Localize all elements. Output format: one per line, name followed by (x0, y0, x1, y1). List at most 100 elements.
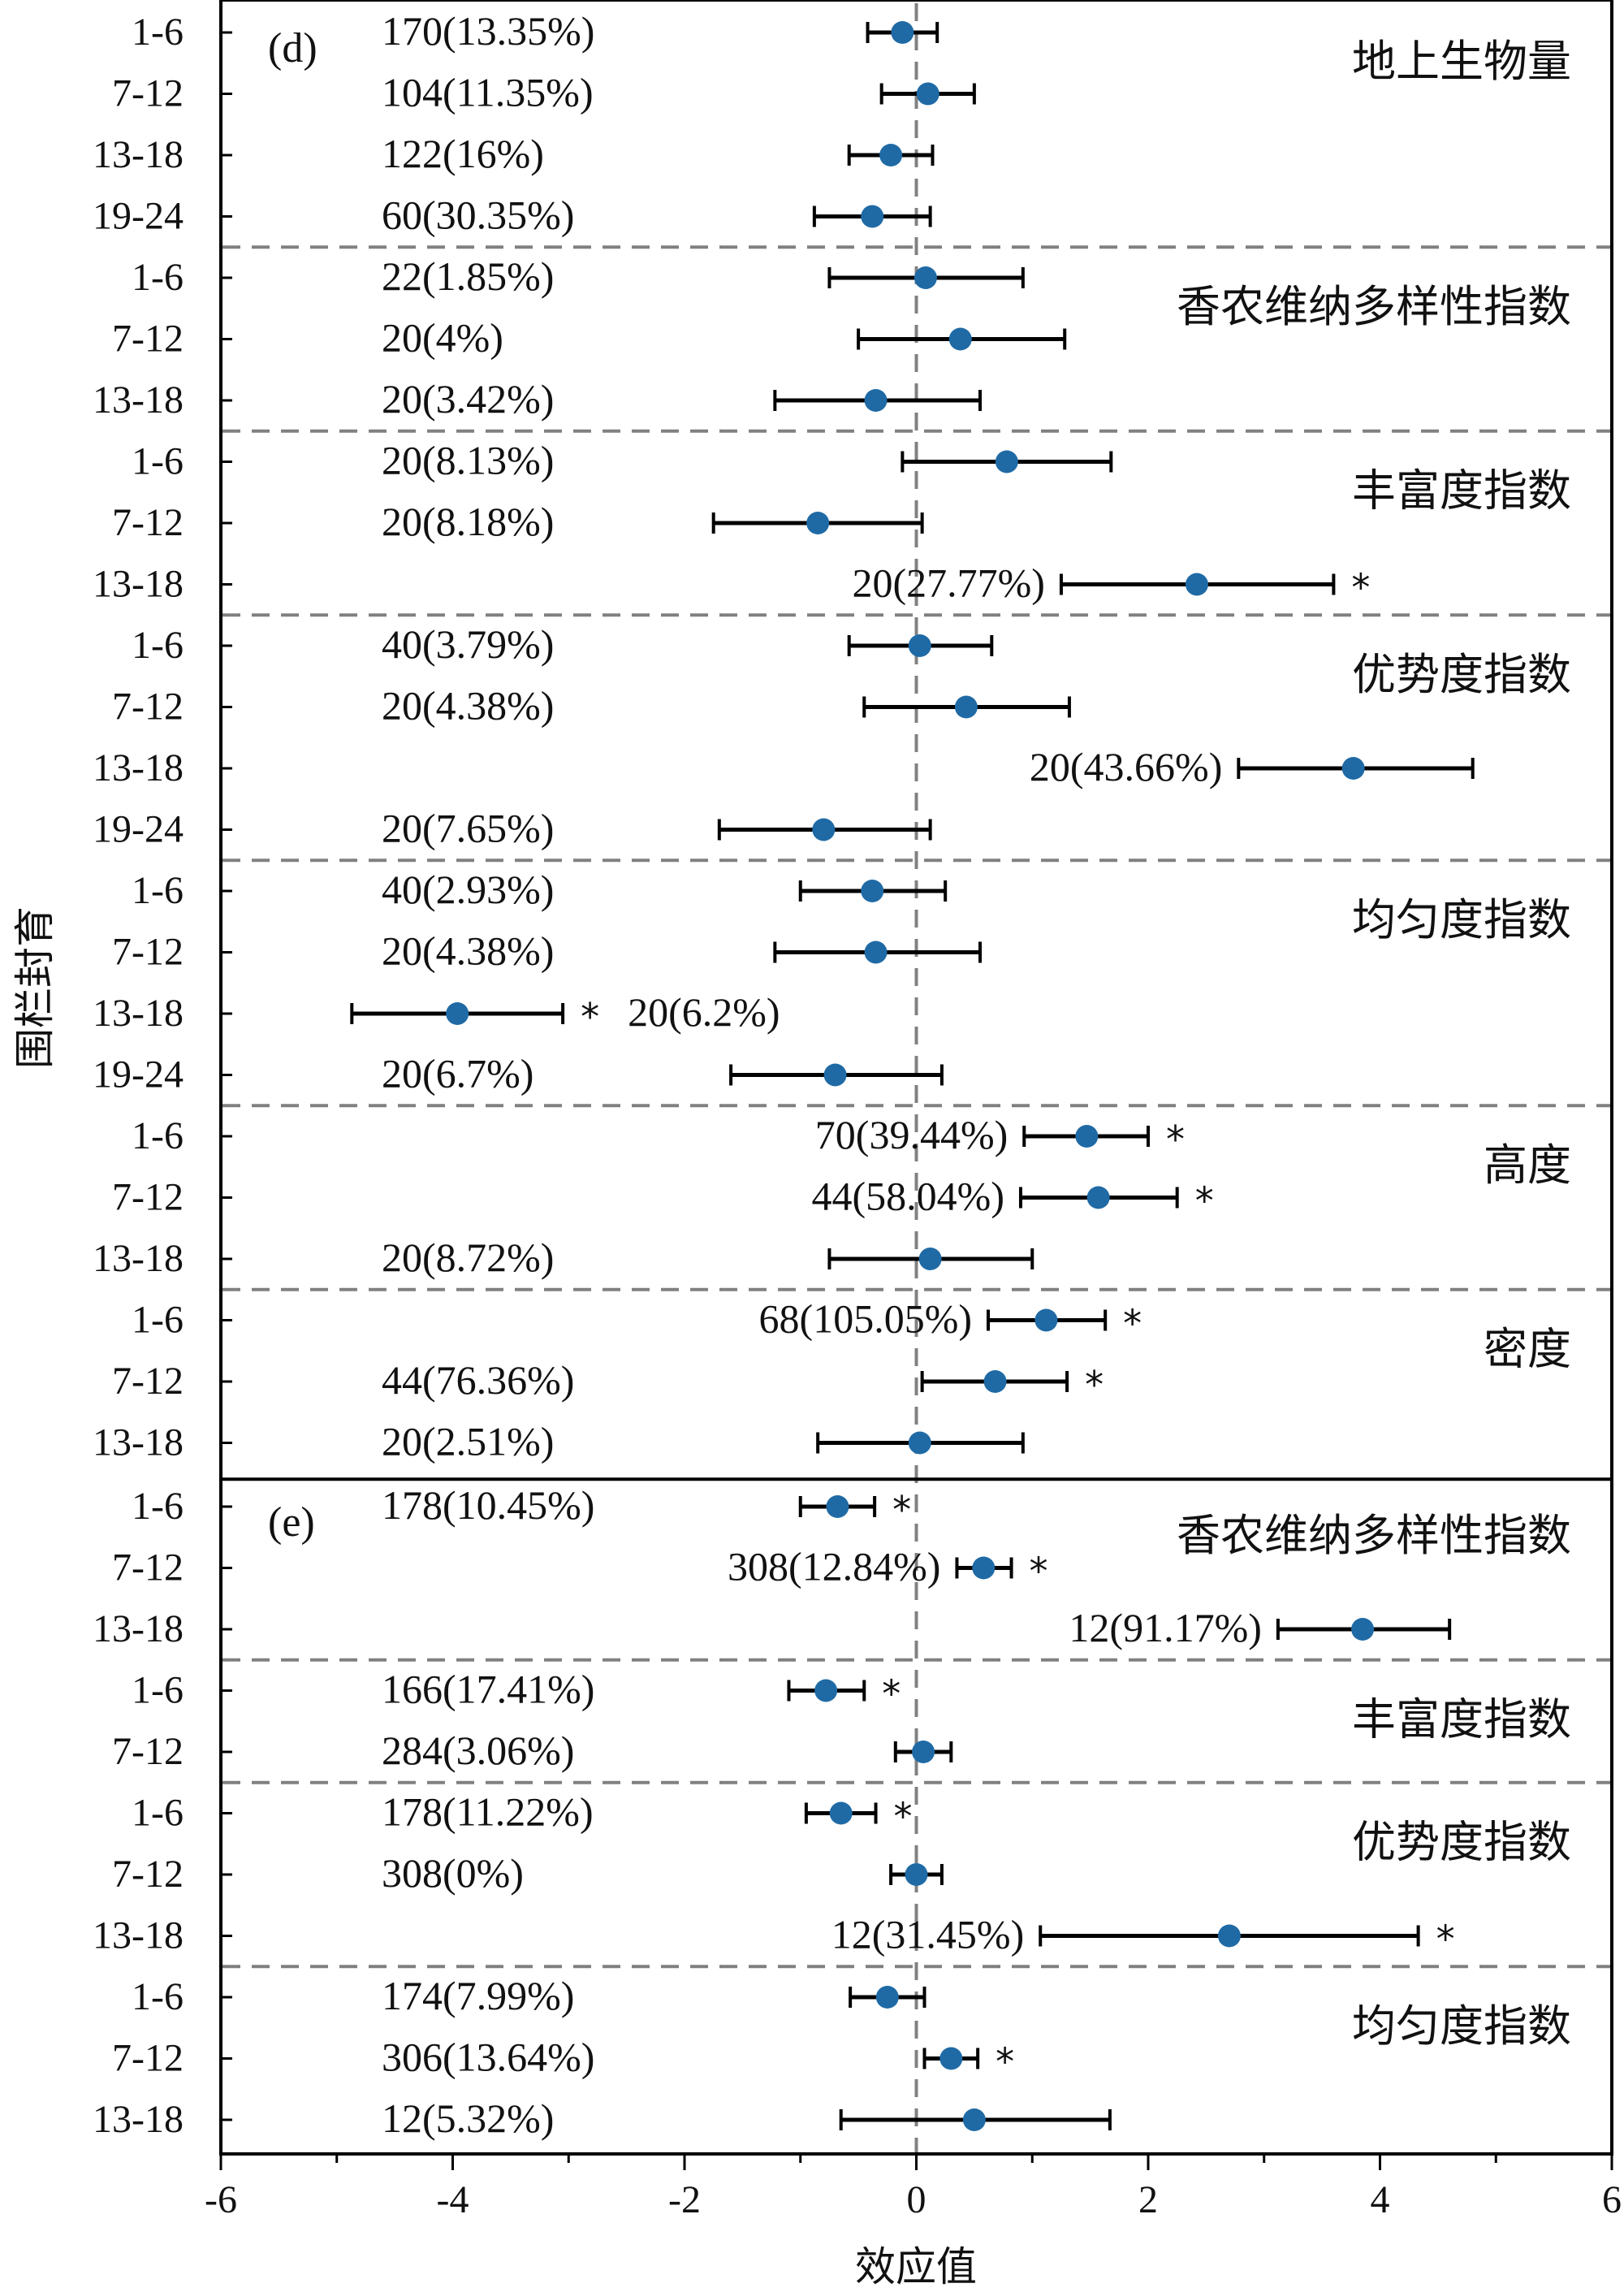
sample-size-label: 20(6.7%) (382, 1051, 533, 1096)
sample-size-label: 68(105.05%) (759, 1296, 972, 1342)
group-label: 高度 (1484, 1140, 1571, 1191)
x-tick-label: 0 (907, 2178, 926, 2221)
y-tick-label: 1-6 (132, 624, 184, 667)
sample-size-label: 22(1.85%) (382, 253, 554, 299)
effect-point (908, 634, 931, 657)
group-label: 丰富度指数 (1352, 1694, 1571, 1745)
x-axis-title: 效应值 (855, 2243, 977, 2290)
sample-size-label: 20(8.13%) (382, 438, 554, 483)
y-tick-label: 1-6 (132, 1669, 184, 1712)
effect-point (954, 695, 978, 719)
sample-size-label: 284(3.06%) (382, 1728, 574, 1773)
significance-star: * (892, 1488, 911, 1532)
y-axis-title: 围栏封育 (11, 906, 58, 1069)
y-tick-label: 1-6 (132, 869, 184, 912)
panel-label: (e) (268, 1499, 315, 1546)
effect-point (829, 1801, 853, 1825)
y-tick-label: 7-12 (112, 501, 184, 544)
y-tick-label: 1-6 (132, 11, 184, 54)
effect-point (962, 2108, 986, 2131)
y-tick-label: 7-12 (112, 2037, 184, 2080)
sample-size-label: 122(16%) (382, 131, 544, 176)
sample-size-label: 70(39.44%) (815, 1112, 1008, 1157)
effect-point (972, 1556, 996, 1580)
y-tick-label: 1-6 (132, 256, 184, 299)
sample-size-label: 12(91.17%) (1069, 1605, 1261, 1650)
effect-point (826, 1495, 849, 1518)
y-tick-label: 1-6 (132, 1792, 184, 1835)
group-label: 丰富度指数 (1352, 465, 1571, 517)
y-tick-label: 13-18 (93, 133, 184, 176)
effect-point (939, 2047, 963, 2070)
sample-size-label: 20(6.2%) (628, 989, 780, 1035)
sample-size-label: 178(11.22%) (382, 1789, 594, 1835)
panel-label: (d) (268, 25, 317, 71)
significance-star: * (1166, 1118, 1185, 1161)
sample-size-label: 12(31.45%) (831, 1912, 1024, 1957)
y-tick-label: 7-12 (112, 1853, 184, 1896)
sample-size-label: 170(13.35%) (382, 8, 594, 54)
sample-size-label: 20(4%) (382, 315, 503, 361)
effect-point (918, 1248, 942, 1270)
y-tick-label: 7-12 (112, 1730, 184, 1773)
group-label: 均匀度指数 (1352, 2000, 1571, 2052)
y-tick-label: 7-12 (112, 1360, 184, 1403)
y-tick-label: 13-18 (93, 1237, 184, 1280)
y-tick-label: 1-6 (132, 1114, 184, 1157)
sample-size-label: 44(58.04%) (812, 1174, 1004, 1219)
effect-point (1034, 1308, 1058, 1332)
x-tick-label: 4 (1371, 2178, 1390, 2221)
effect-point (1185, 573, 1208, 596)
y-tick-label: 1-6 (132, 440, 184, 483)
y-tick-label: 13-18 (93, 1914, 184, 1957)
significance-star: * (581, 995, 599, 1039)
sample-size-label: 104(11.35%) (382, 70, 594, 115)
sample-size-label: 174(7.99%) (382, 1973, 574, 2018)
y-tick-label: 7-12 (112, 931, 184, 974)
significance-star: * (882, 1672, 901, 1716)
effect-point (1351, 1618, 1375, 1641)
group-label: 密度 (1484, 1324, 1571, 1375)
effect-point (875, 1986, 899, 2009)
y-tick-label: 13-18 (93, 992, 184, 1035)
effect-point (861, 205, 884, 228)
effect-point (916, 82, 939, 106)
effect-point (812, 818, 836, 841)
effect-point (879, 144, 903, 166)
effect-point (983, 1370, 1007, 1393)
significance-star: * (1030, 1550, 1048, 1594)
y-tick-label: 13-18 (93, 746, 184, 789)
y-tick-label: 13-18 (93, 563, 184, 606)
significance-star: * (1436, 1918, 1455, 1961)
effect-point (912, 1741, 935, 1763)
sample-size-label: 20(4.38%) (382, 683, 554, 729)
group-label: 优势度指数 (1352, 649, 1571, 700)
effect-point (823, 1063, 847, 1087)
significance-star: * (894, 1795, 913, 1839)
sample-size-label: 178(10.45%) (382, 1482, 594, 1528)
x-tick-label: 6 (1602, 2178, 1622, 2221)
sample-size-label: 20(27.77%) (852, 560, 1044, 606)
group-label: 香农维纳多样性指数 (1177, 1510, 1571, 1561)
effect-point (864, 941, 888, 964)
effect-point (891, 21, 914, 44)
sample-size-label: 20(4.38%) (382, 928, 554, 974)
sample-size-label: 20(8.72%) (382, 1235, 554, 1280)
effect-point (1075, 1125, 1099, 1148)
y-tick-label: 13-18 (93, 378, 184, 422)
significance-star: * (1351, 566, 1370, 610)
sample-size-label: 44(76.36%) (382, 1357, 574, 1403)
effect-point (995, 450, 1018, 474)
sample-size-label: 20(2.51%) (382, 1419, 554, 1464)
y-tick-label: 19-24 (93, 195, 184, 238)
effect-point (806, 512, 830, 534)
y-tick-label: 13-18 (93, 1607, 184, 1650)
x-tick-label: -4 (437, 2178, 469, 2221)
y-tick-label: 7-12 (112, 685, 184, 729)
effect-point (446, 1002, 469, 1025)
sample-size-label: 40(3.79%) (382, 621, 554, 667)
x-tick-label: 2 (1138, 2178, 1158, 2221)
effect-point (814, 1679, 838, 1702)
sample-size-label: 306(13.64%) (382, 2035, 594, 2080)
group-label: 均匀度指数 (1352, 894, 1571, 945)
